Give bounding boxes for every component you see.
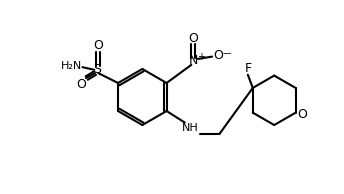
Text: F: F: [244, 62, 251, 75]
Text: —: —: [223, 49, 231, 58]
Text: NH: NH: [182, 124, 199, 133]
Text: +: +: [197, 52, 205, 62]
Text: O: O: [76, 78, 86, 91]
Text: H₂N: H₂N: [61, 61, 82, 70]
Text: O: O: [188, 32, 198, 45]
Text: O: O: [213, 49, 223, 62]
Text: O: O: [297, 108, 307, 121]
Text: N: N: [188, 54, 198, 67]
Text: O: O: [93, 39, 103, 52]
Text: S: S: [93, 63, 101, 76]
